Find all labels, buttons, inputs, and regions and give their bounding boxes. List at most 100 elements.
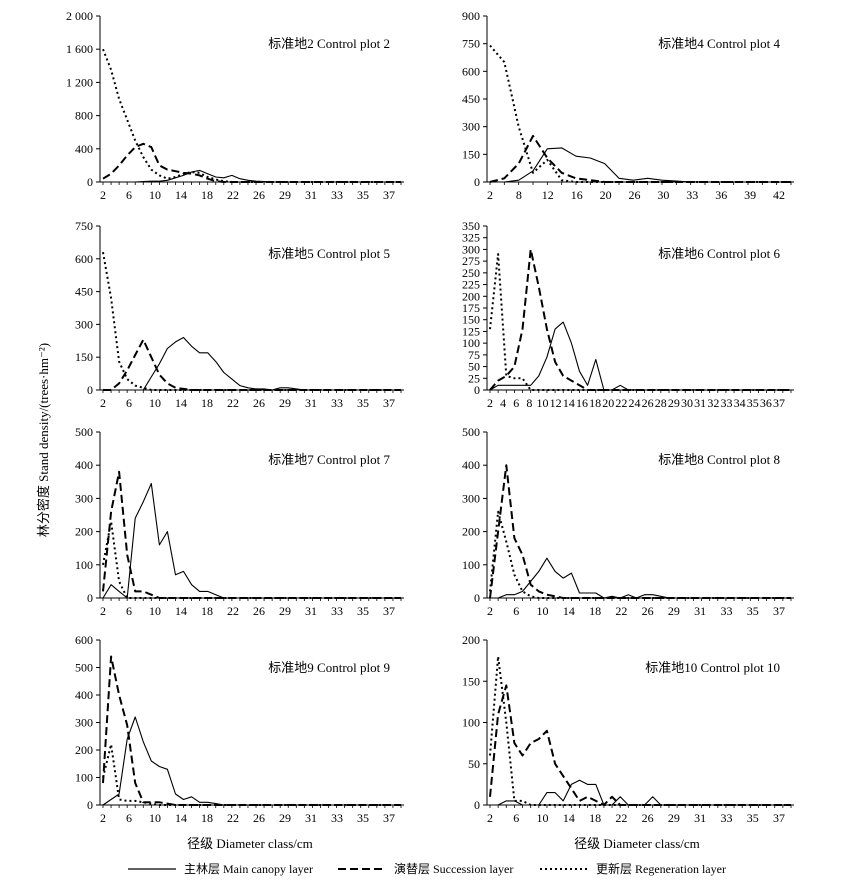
x-tick-label: 2 — [487, 188, 493, 202]
legend: 主林层 Main canopy layer 演替层 Succession lay… — [128, 861, 726, 876]
x-tick-label: 14 — [175, 188, 187, 202]
y-tick-label: 0 — [87, 383, 93, 397]
y-tick-label: 900 — [462, 9, 480, 23]
x-tick-label: 33 — [720, 811, 732, 825]
x-tick-label: 2 — [487, 811, 493, 825]
y-tick-label: 500 — [75, 661, 93, 675]
x-tick-label: 29 — [279, 811, 291, 825]
y-tick-label: 400 — [75, 142, 93, 156]
x-tick-label: 37 — [773, 396, 785, 410]
x-tick-label: 26 — [629, 188, 641, 202]
x-tick-label: 26 — [253, 396, 265, 410]
y-tick-label: 150 — [75, 350, 93, 364]
x-tick-label: 29 — [668, 604, 680, 618]
y-tick-label: 400 — [75, 688, 93, 702]
x-tick-label: 26 — [642, 811, 654, 825]
x-tick-label: 2 — [100, 396, 106, 410]
series-dashed-line — [489, 464, 791, 599]
x-tick-label: 4 — [500, 396, 506, 410]
x-tick-label: 22 — [615, 396, 627, 410]
y-tick-label: 150 — [462, 313, 480, 327]
x-tick-label: 22 — [615, 604, 627, 618]
series-dashed-line — [489, 134, 791, 183]
y-tick-label: 1 600 — [66, 42, 93, 56]
panel-title: 标准地7 Control plot 7 — [268, 452, 390, 467]
y-tick-label: 0 — [87, 175, 93, 189]
x-tick-label: 31 — [694, 604, 706, 618]
y-tick-label: 125 — [462, 324, 480, 338]
y-tick-label: 500 — [462, 425, 480, 439]
y-tick-label: 50 — [468, 360, 480, 374]
y-tick-label: 750 — [75, 219, 93, 233]
x-tick-label: 22 — [227, 811, 239, 825]
x-tick-label: 33 — [331, 811, 343, 825]
y-tick-label: 500 — [75, 425, 93, 439]
y-tick-label: 200 — [462, 525, 480, 539]
x-tick-label: 32 — [707, 396, 719, 410]
y-tick-label: 0 — [474, 175, 480, 189]
x-tick-label: 33 — [331, 396, 343, 410]
x-tick-label: 35 — [357, 396, 369, 410]
x-tick-label: 8 — [526, 396, 532, 410]
y-tick-label: 175 — [462, 301, 480, 315]
x-tick-label: 37 — [383, 811, 395, 825]
x-tick-label: 35 — [747, 604, 759, 618]
x-tick-label: 12 — [542, 188, 554, 202]
y-tick-label: 325 — [462, 231, 480, 245]
x-tick-label: 18 — [589, 396, 601, 410]
x-tick-label: 10 — [149, 811, 161, 825]
y-tick-label: 225 — [462, 278, 480, 292]
y-tick-label: 400 — [462, 458, 480, 472]
panel-2: 0 150 300 450 600 750 900 2 8 12 16 20 26 30 33 36 39 42 标… — [462, 9, 794, 202]
y-tick-label: 200 — [462, 289, 480, 303]
x-tick-label: 33 — [720, 396, 732, 410]
y-tick-label: 150 — [462, 674, 480, 688]
series-dotted-line — [102, 48, 401, 183]
series-solid-line — [103, 169, 401, 183]
x-tick-label: 6 — [126, 811, 132, 825]
y-tick-label: 100 — [75, 558, 93, 572]
series-dotted-line — [489, 253, 791, 391]
x-tick-label: 26 — [253, 604, 265, 618]
x-tick-label: 6 — [513, 396, 519, 410]
x-tick-label: 35 — [747, 811, 759, 825]
x-tick-label: 10 — [149, 188, 161, 202]
x-tick-label: 35 — [747, 396, 759, 410]
y-tick-label: 300 — [75, 716, 93, 730]
x-axis-label-right: 径级 Diameter class/cm — [574, 836, 700, 851]
x-tick-label: 29 — [668, 811, 680, 825]
y-tick-label: 800 — [75, 109, 93, 123]
x-tick-label: 14 — [175, 396, 187, 410]
y-tick-label: 300 — [462, 491, 480, 505]
x-tick-label: 14 — [563, 811, 575, 825]
series-solid-line — [490, 557, 791, 599]
x-tick-label: 31 — [694, 811, 706, 825]
y-tick-label: 300 — [462, 242, 480, 256]
y-tick-label: 300 — [75, 491, 93, 505]
x-tick-label: 37 — [773, 604, 785, 618]
y-tick-label: 100 — [462, 336, 480, 350]
x-tick-label: 26 — [642, 396, 654, 410]
x-tick-label: 36 — [760, 396, 772, 410]
y-tick-label: 600 — [75, 252, 93, 266]
x-tick-label: 35 — [357, 604, 369, 618]
series-solid-line — [102, 716, 401, 806]
y-tick-label: 50 — [468, 757, 480, 771]
x-tick-label: 2 — [100, 604, 106, 618]
x-tick-label: 35 — [357, 811, 369, 825]
y-tick-label: 200 — [75, 743, 93, 757]
series-dotted-line — [102, 520, 401, 599]
x-tick-label: 30 — [681, 396, 693, 410]
x-tick-label: 2 — [100, 811, 106, 825]
y-tick-label: 600 — [462, 64, 480, 78]
x-tick-label: 34 — [734, 396, 746, 410]
x-tick-label: 10 — [537, 604, 549, 618]
x-tick-label: 30 — [657, 188, 669, 202]
x-tick-label: 10 — [537, 396, 549, 410]
series-dotted-line — [489, 44, 791, 183]
x-tick-label: 16 — [576, 396, 588, 410]
